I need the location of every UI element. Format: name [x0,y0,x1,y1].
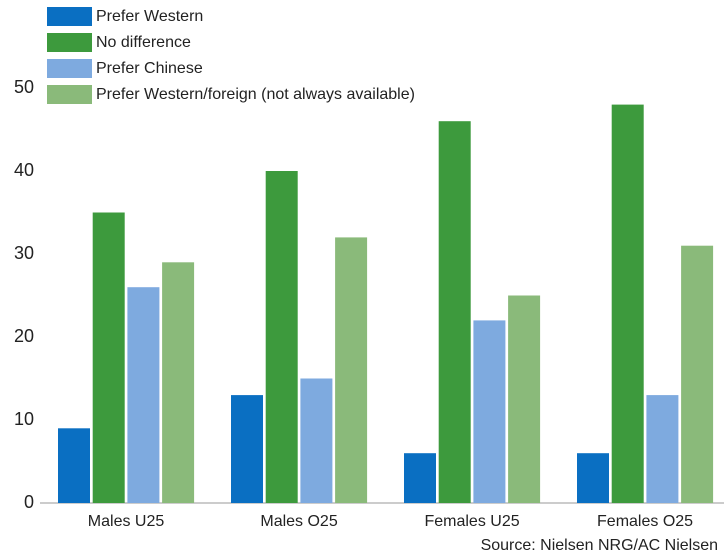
bar [438,121,471,503]
bar [231,395,263,503]
y-tick-label: 40 [14,160,34,180]
legend-swatch [47,85,92,104]
legend-swatch [47,33,92,52]
bar [300,378,333,503]
y-tick-label: 20 [14,326,34,346]
bar [162,262,195,503]
x-tick-label: Females O25 [597,513,693,530]
y-tick-label: 30 [14,243,34,263]
bar [58,428,90,503]
bar [127,287,160,503]
x-tick-label: Males O25 [260,513,337,530]
legend-label: Prefer Chinese [96,60,203,77]
legend-label: Prefer Western [96,8,203,25]
legend-label: Prefer Western/foreign (not always avail… [96,86,415,103]
bar [577,453,609,503]
legend-swatch [47,59,92,78]
y-tick-label: 50 [14,77,34,97]
bar [404,453,436,503]
bar [681,245,714,503]
bar [508,295,541,503]
bar [335,237,368,503]
source-note: Source: Nielsen NRG/AC Nielsen [481,537,718,554]
x-tick-label: Males U25 [88,513,165,530]
bar [473,320,506,503]
y-tick-label: 0 [24,492,34,512]
legend-label: No difference [96,34,191,51]
bar [265,171,298,503]
bar [646,395,679,503]
bar [92,212,125,503]
bar [611,104,644,503]
y-tick-label: 10 [14,409,34,429]
x-tick-label: Females U25 [424,513,519,530]
legend-swatch [47,7,92,26]
